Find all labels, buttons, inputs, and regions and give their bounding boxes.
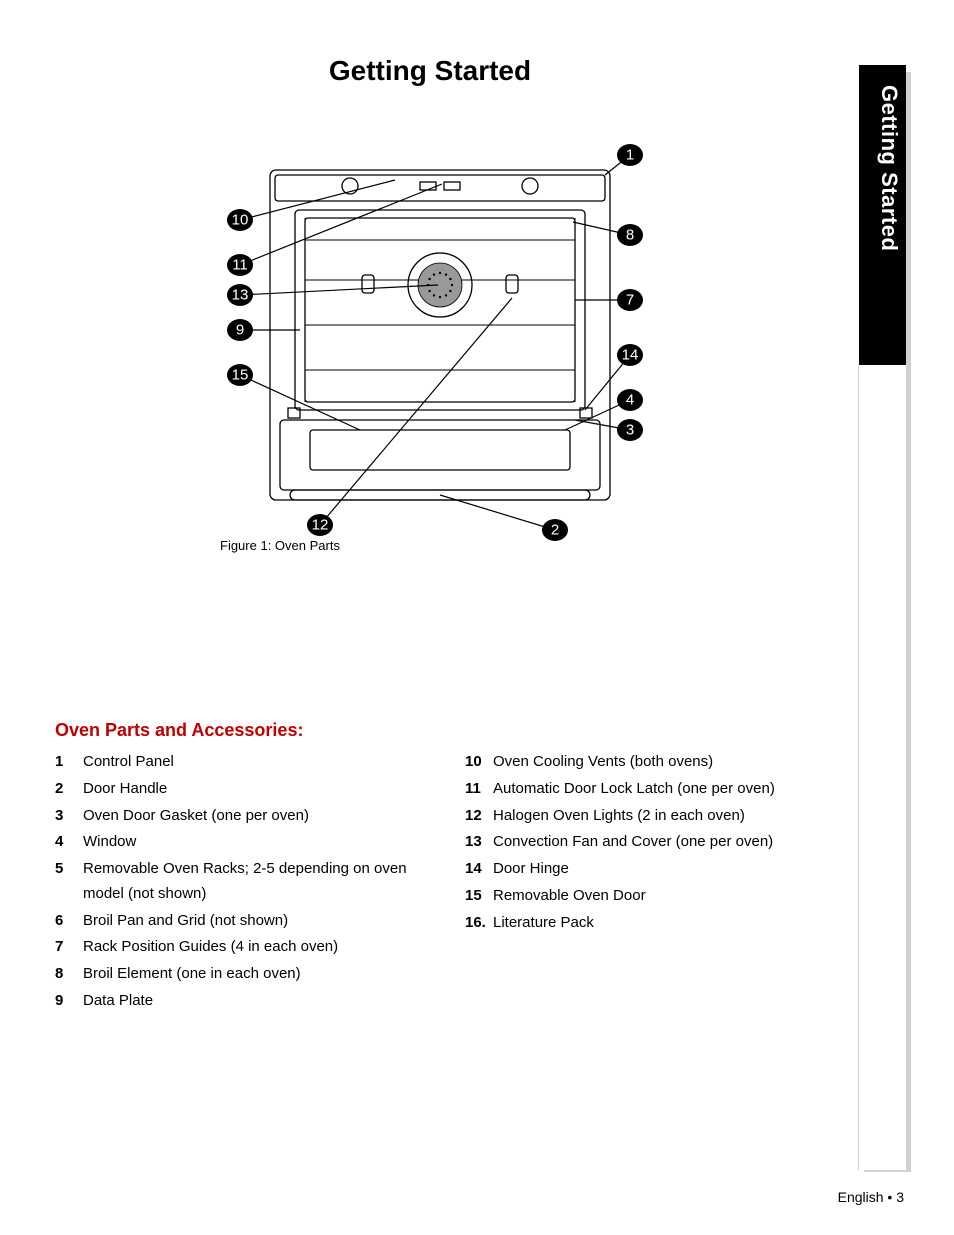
parts-item-number: 3 xyxy=(55,804,83,829)
parts-item-number: 8 xyxy=(55,962,83,987)
parts-item: 9Data Plate xyxy=(55,989,435,1014)
svg-text:1: 1 xyxy=(626,147,634,164)
parts-item-label: Convection Fan and Cover (one per oven) xyxy=(493,830,845,855)
svg-text:8: 8 xyxy=(626,227,634,244)
parts-item-label: Removable Oven Racks; 2-5 depending on o… xyxy=(83,857,435,907)
parts-item-number: 5 xyxy=(55,857,83,882)
parts-item: 14Door Hinge xyxy=(465,857,845,882)
parts-item-label: Broil Pan and Grid (not shown) xyxy=(83,909,435,934)
parts-item: 11Automatic Door Lock Latch (one per ove… xyxy=(465,777,845,802)
parts-item-number: 11 xyxy=(465,777,493,802)
parts-column-right: 10Oven Cooling Vents (both ovens)11Autom… xyxy=(465,750,845,1016)
parts-item-number: 13 xyxy=(465,830,493,855)
parts-item: 6Broil Pan and Grid (not shown) xyxy=(55,909,435,934)
parts-item-number: 9 xyxy=(55,989,83,1014)
parts-item-number: 6 xyxy=(55,909,83,934)
svg-text:11: 11 xyxy=(232,257,248,274)
parts-item: 4Window xyxy=(55,830,435,855)
svg-text:12: 12 xyxy=(312,517,329,534)
svg-text:13: 13 xyxy=(232,287,249,304)
side-tab-lower xyxy=(858,365,906,1170)
side-tab-label: Getting Started xyxy=(876,85,902,251)
section-heading: Oven Parts and Accessories: xyxy=(55,720,303,741)
parts-column-left: 1Control Panel2Door Handle3Oven Door Gas… xyxy=(55,750,435,1016)
svg-text:15: 15 xyxy=(232,367,249,384)
manual-page: Getting Started 1871443101113915122 Figu… xyxy=(0,0,954,1235)
parts-item: 8Broil Element (one in each oven) xyxy=(55,962,435,987)
svg-text:4: 4 xyxy=(626,392,634,409)
parts-item-number: 14 xyxy=(465,857,493,882)
svg-text:14: 14 xyxy=(622,347,639,364)
parts-item-label: Removable Oven Door xyxy=(493,884,845,909)
parts-item-label: Halogen Oven Lights (2 in each oven) xyxy=(493,804,845,829)
oven-diagram: 1 8 7 14 4 3 10 11 13 9 15 12 2 xyxy=(210,130,670,560)
parts-item-number: 7 xyxy=(55,935,83,960)
parts-item: 3Oven Door Gasket (one per oven) xyxy=(55,804,435,829)
parts-item: 1Control Panel xyxy=(55,750,435,775)
parts-item-label: Literature Pack xyxy=(493,911,845,936)
parts-item-label: Door Handle xyxy=(83,777,435,802)
parts-list: 1Control Panel2Door Handle3Oven Door Gas… xyxy=(55,750,845,1016)
parts-item: 12Halogen Oven Lights (2 in each oven) xyxy=(465,804,845,829)
parts-item: 5Removable Oven Racks; 2-5 depending on … xyxy=(55,857,435,907)
parts-item-number: 12 xyxy=(465,804,493,829)
parts-item-label: Oven Door Gasket (one per oven) xyxy=(83,804,435,829)
parts-item: 15Removable Oven Door xyxy=(465,884,845,909)
svg-text:3: 3 xyxy=(626,422,634,439)
parts-item: 7Rack Position Guides (4 in each oven) xyxy=(55,935,435,960)
svg-text:7: 7 xyxy=(626,292,634,309)
parts-item-label: Window xyxy=(83,830,435,855)
parts-item-label: Control Panel xyxy=(83,750,435,775)
parts-item-label: Data Plate xyxy=(83,989,435,1014)
parts-item: 16.Literature Pack xyxy=(465,911,845,936)
parts-item-label: Automatic Door Lock Latch (one per oven) xyxy=(493,777,845,802)
svg-text:10: 10 xyxy=(232,212,249,229)
svg-text:2: 2 xyxy=(551,522,559,539)
parts-item: 13Convection Fan and Cover (one per oven… xyxy=(465,830,845,855)
figure-caption: Figure 1: Oven Parts xyxy=(220,538,340,553)
parts-item-number: 16. xyxy=(465,911,493,936)
page-title: Getting Started xyxy=(0,55,860,87)
parts-item-number: 4 xyxy=(55,830,83,855)
parts-item-number: 10 xyxy=(465,750,493,775)
parts-item-number: 15 xyxy=(465,884,493,909)
parts-item-label: Door Hinge xyxy=(493,857,845,882)
parts-item-label: Rack Position Guides (4 in each oven) xyxy=(83,935,435,960)
parts-item-number: 1 xyxy=(55,750,83,775)
parts-item-label: Broil Element (one in each oven) xyxy=(83,962,435,987)
parts-item-label: Oven Cooling Vents (both ovens) xyxy=(493,750,845,775)
page-footer: English • 3 xyxy=(838,1189,904,1205)
parts-item: 10Oven Cooling Vents (both ovens) xyxy=(465,750,845,775)
parts-item: 2Door Handle xyxy=(55,777,435,802)
parts-item-number: 2 xyxy=(55,777,83,802)
svg-text:9: 9 xyxy=(236,322,244,339)
